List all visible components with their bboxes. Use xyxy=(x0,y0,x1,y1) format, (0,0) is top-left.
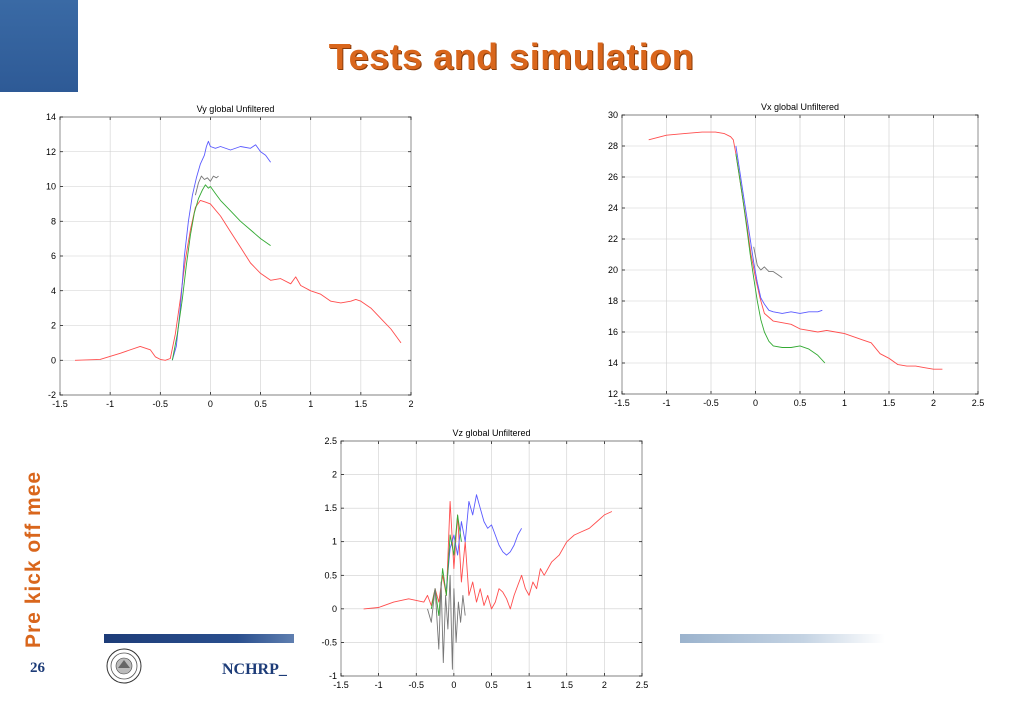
vx-ytick-label: 16 xyxy=(608,327,618,337)
vy-xtick-label: -1.5 xyxy=(52,399,68,409)
vx-ytick-label: 20 xyxy=(608,265,618,275)
vx-xtick-label: -1 xyxy=(662,398,670,408)
side-title: Pre kick off mee xyxy=(22,470,45,648)
university-seal-logo xyxy=(106,648,142,684)
footer-bar-left xyxy=(104,634,294,643)
vx-ytick-label: 28 xyxy=(608,141,618,151)
vx-xtick-label: 2.5 xyxy=(972,398,985,408)
page-number: 26 xyxy=(30,660,45,676)
vy-ytick-label: -2 xyxy=(48,390,56,400)
vy-ytick-label: 4 xyxy=(51,286,56,296)
vy-xtick-label: 1.5 xyxy=(355,399,368,409)
vz-ytick-label: 1.5 xyxy=(324,503,337,513)
vy-chart-title: Vy global Unfiltered xyxy=(197,104,275,114)
vx-ytick-label: 30 xyxy=(608,110,618,120)
vy-ytick-label: 12 xyxy=(46,147,56,157)
vx-ytick-label: 22 xyxy=(608,234,618,244)
slide-title: Tests and simulation xyxy=(328,36,695,77)
vz-chart-title: Vz global Unfiltered xyxy=(452,428,530,438)
vz-xtick-label: 0 xyxy=(451,680,456,690)
vx-xtick-label: 1.5 xyxy=(883,398,896,408)
vz-series-line-3 xyxy=(430,514,462,617)
vz-ytick-label: 2 xyxy=(332,470,337,480)
vx-series-line-4 xyxy=(753,246,783,279)
vx-series-line-3 xyxy=(735,153,826,364)
corner-accent-block xyxy=(0,0,78,92)
vz-ytick-label: -0.5 xyxy=(321,637,337,647)
vx-ytick-label: 18 xyxy=(608,296,618,306)
vz-series-line-4 xyxy=(427,574,466,670)
vz-xtick-label: -0.5 xyxy=(408,680,424,690)
footer-text: NCHRP_ xyxy=(222,661,287,678)
vz-ytick-label: 1 xyxy=(332,537,337,547)
footer-bar-right xyxy=(680,634,885,643)
vz-xtick-label: -1 xyxy=(375,680,383,690)
vy-series-line-3 xyxy=(171,184,271,361)
vz-series-line-1 xyxy=(363,500,613,610)
vx-xtick-label: 0.5 xyxy=(794,398,807,408)
vx-ytick-label: 12 xyxy=(608,389,618,399)
vy-series-line-4 xyxy=(194,175,219,196)
vx-ytick-label: 14 xyxy=(608,358,618,368)
vy-series-line-2 xyxy=(171,140,271,361)
vz-series-line-2 xyxy=(445,494,522,589)
vy-ytick-label: 0 xyxy=(51,355,56,365)
vx-xtick-label: -1.5 xyxy=(614,398,630,408)
vy-xtick-label: 0.5 xyxy=(254,399,267,409)
vx-chart-title: Vx global Unfiltered xyxy=(761,102,839,112)
vz-ytick-label: 2.5 xyxy=(324,436,337,446)
vz-xtick-label: 1 xyxy=(527,680,532,690)
vz-ytick-label: -1 xyxy=(329,671,337,681)
vy-ytick-label: 14 xyxy=(46,112,56,122)
vz-xtick-label: -1.5 xyxy=(333,680,349,690)
vx-ytick-label: 26 xyxy=(608,172,618,182)
vz-ytick-label: 0.5 xyxy=(324,570,337,580)
vy-xtick-label: 1 xyxy=(308,399,313,409)
vx-ytick-label: 24 xyxy=(608,203,618,213)
vy-ytick-label: 8 xyxy=(51,216,56,226)
vy-ytick-label: 6 xyxy=(51,251,56,261)
vz-xtick-label: 1.5 xyxy=(560,680,573,690)
vx-xtick-label: 1 xyxy=(842,398,847,408)
vy-ytick-label: 10 xyxy=(46,182,56,192)
vy-xtick-label: -1 xyxy=(106,399,114,409)
vx-series-line-1 xyxy=(648,131,943,370)
vy-xtick-label: -0.5 xyxy=(153,399,169,409)
vy-xtick-label: 0 xyxy=(208,399,213,409)
vz-xtick-label: 2.5 xyxy=(636,680,649,690)
vx-xtick-label: 2 xyxy=(931,398,936,408)
vy-series-line-1 xyxy=(74,199,402,361)
vx-xtick-label: 0 xyxy=(753,398,758,408)
vz-xtick-label: 0.5 xyxy=(485,680,498,690)
vy-xtick-label: 2 xyxy=(408,399,413,409)
vx-xtick-label: -0.5 xyxy=(703,398,719,408)
vx-series-line-2 xyxy=(735,145,823,314)
vz-xtick-label: 2 xyxy=(602,680,607,690)
vz-ytick-label: 0 xyxy=(332,604,337,614)
vy-ytick-label: 2 xyxy=(51,321,56,331)
